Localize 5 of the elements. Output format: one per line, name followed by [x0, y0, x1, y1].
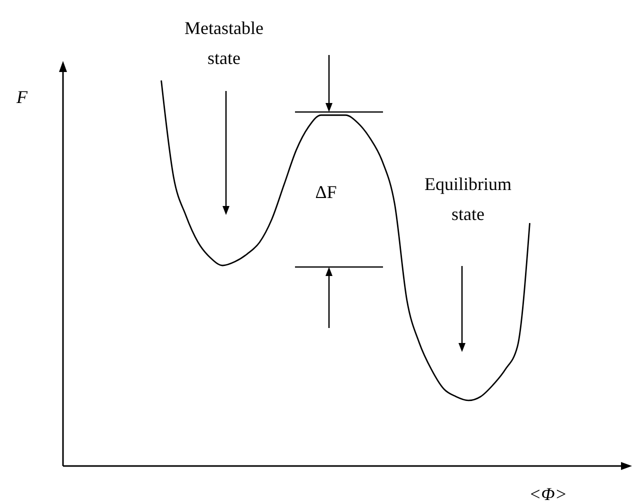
text: Metastable state: [184, 18, 264, 68]
annotation: Equilibrium state: [424, 174, 512, 224]
x-axis-title: <Φ>: [529, 484, 567, 504]
annotation: ΔF: [315, 182, 337, 202]
y-axis-title: F: [16, 87, 28, 107]
